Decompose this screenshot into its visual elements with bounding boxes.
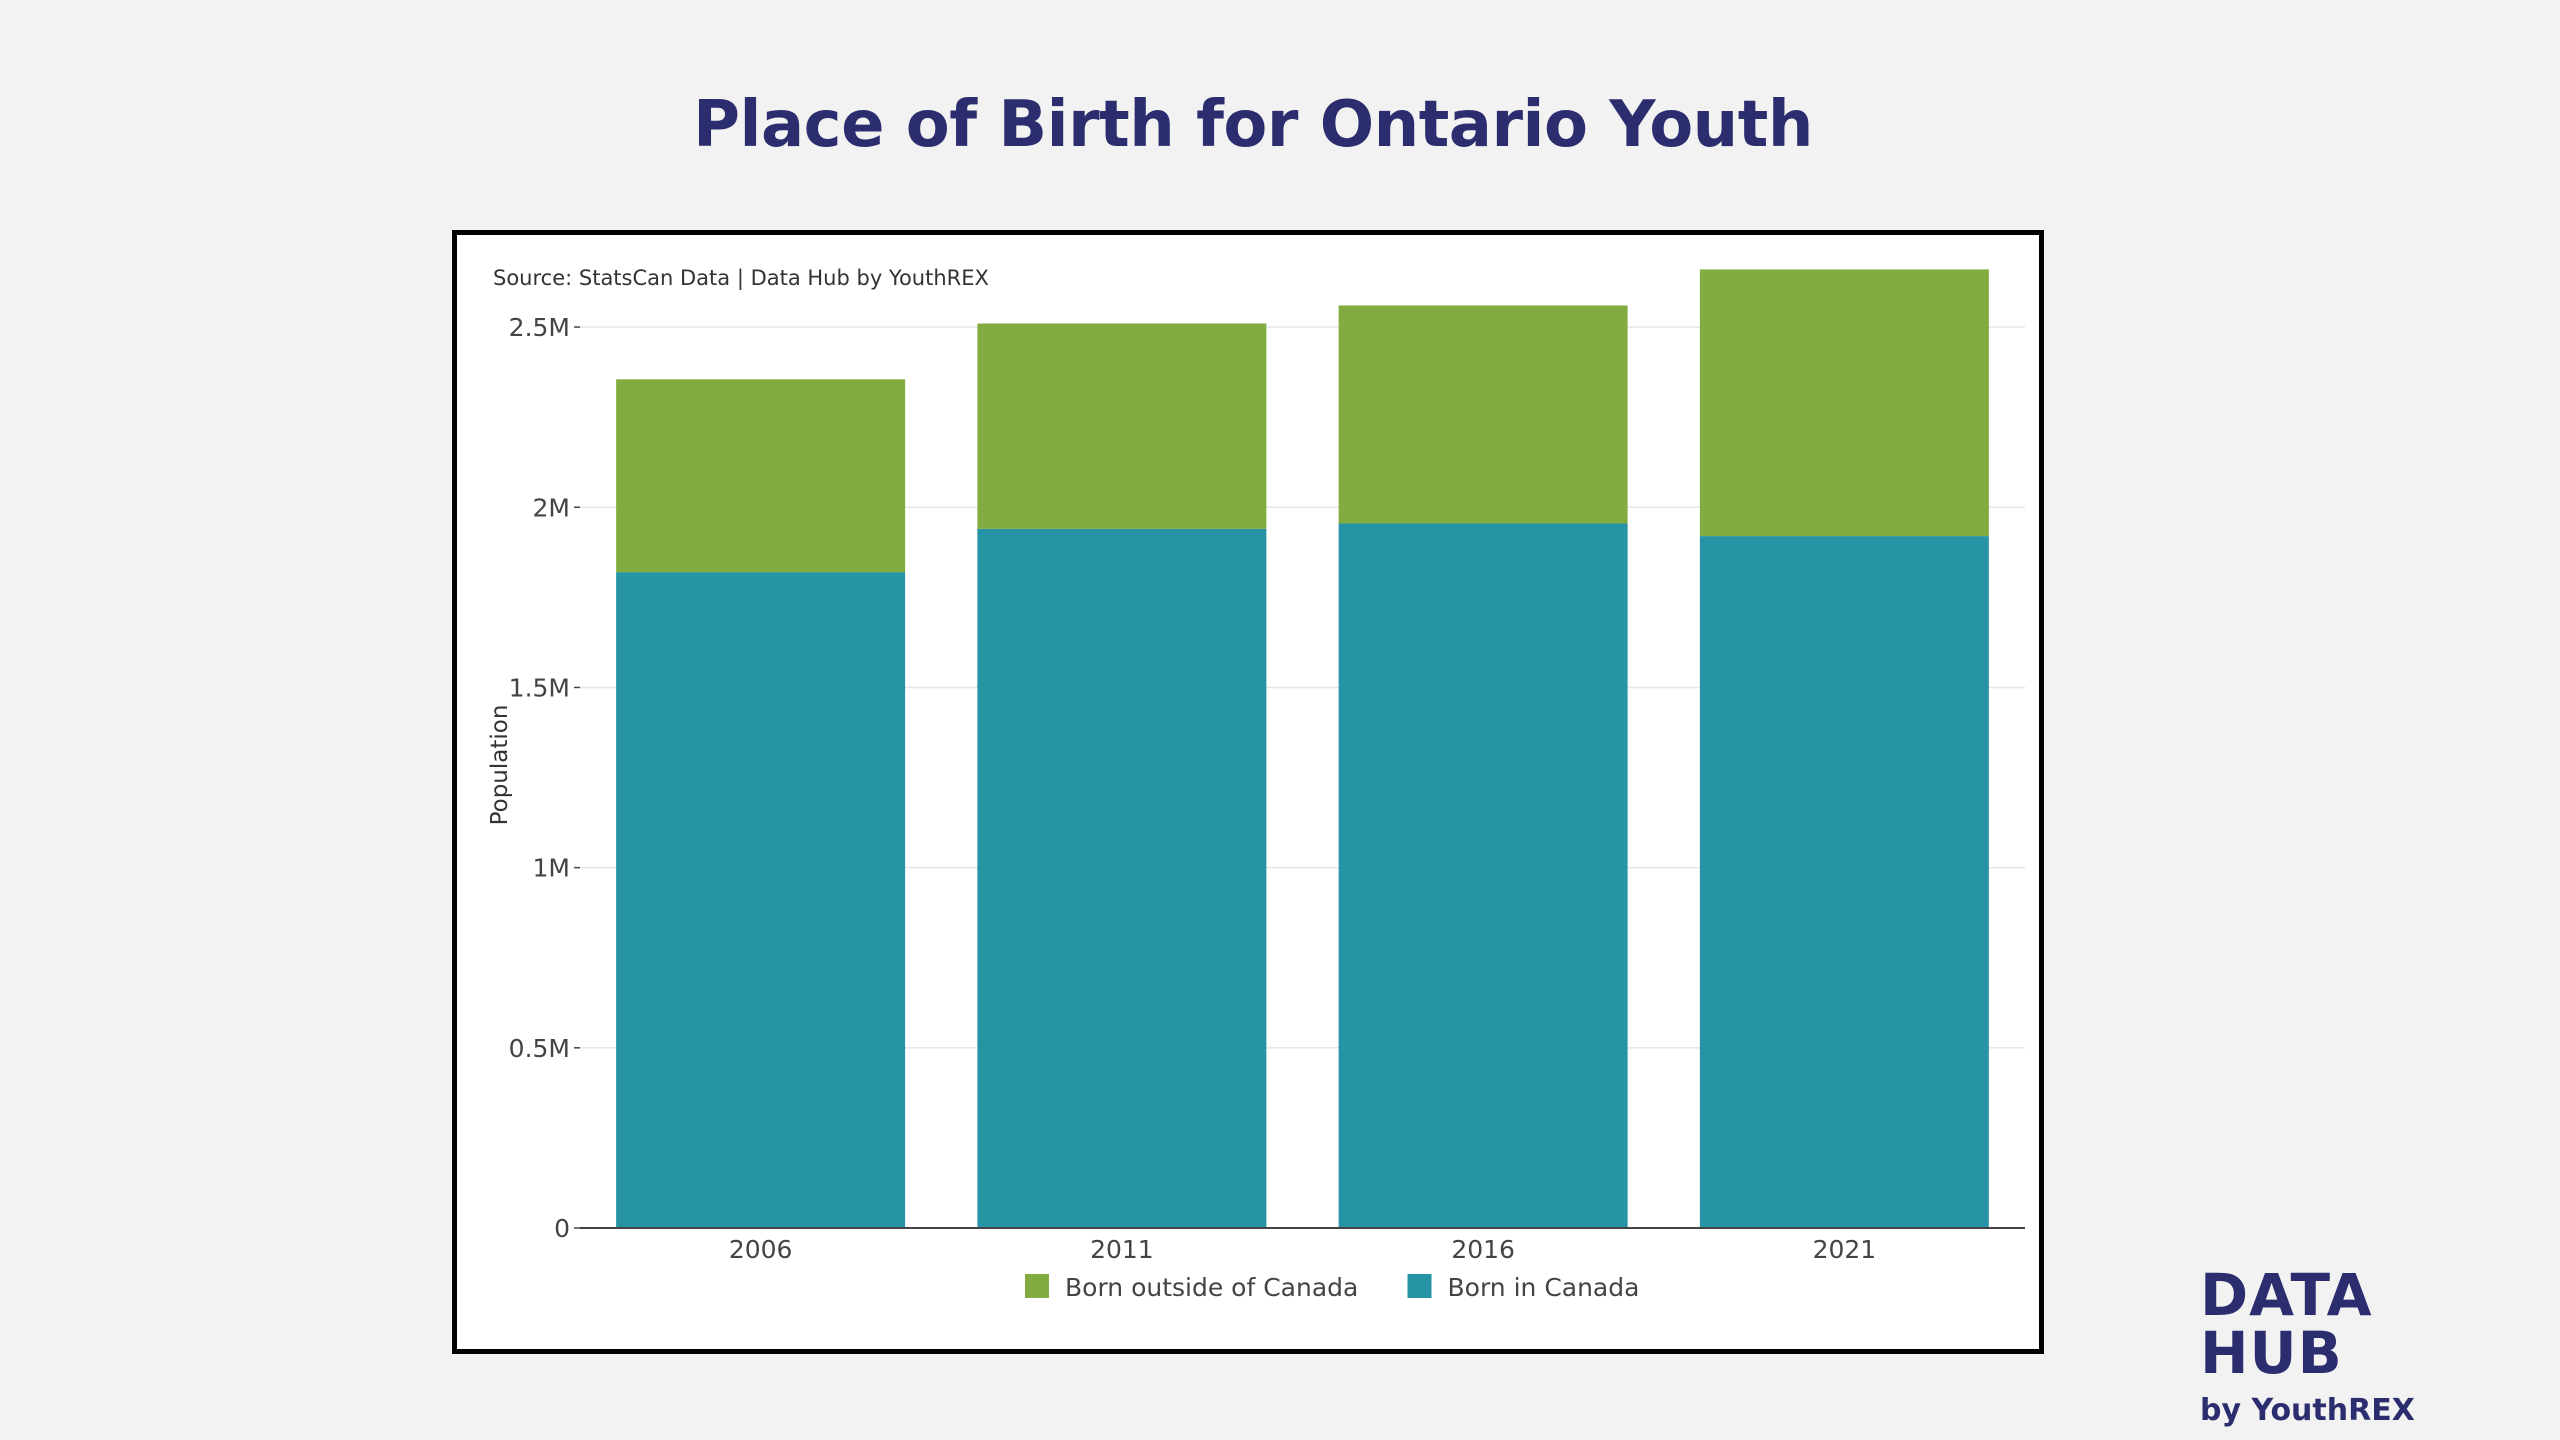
y-tick-label: 1.5M [509,673,570,702]
legend-swatch-born-outside-of-canada[interactable] [1025,1274,1049,1298]
bar-born-in-canada-2021 [1699,536,1989,1228]
y-axis-label: Population [487,705,513,826]
y-tick-label: 1M [533,854,570,883]
bar-born-in-canada-2006 [616,572,906,1228]
stacked-bar-chart: Source: StatsCan Data | Data Hub by Yout… [487,266,2025,1302]
x-tick-label: 2006 [729,1235,793,1264]
axes: 0 0.5M 1M 1.5M 2M 2.5M 2006 2011 2016 2021 [509,313,2025,1264]
bar-born-outside-of-canada-2021 [1699,269,1989,537]
bar-born-outside-of-canada-2016 [1338,305,1628,524]
legend-label-born-outside-of-canada[interactable]: Born outside of Canada [1065,1273,1358,1302]
bars [616,269,1989,1228]
legend-label-born-in-canada[interactable]: Born in Canada [1448,1273,1640,1302]
bar-born-in-canada-2016 [1338,523,1628,1228]
x-tick-label: 2016 [1451,1235,1515,1264]
bar-born-outside-of-canada-2011 [977,323,1267,529]
y-tick-label: 2M [533,493,570,522]
x-tick-label: 2021 [1813,1235,1877,1264]
y-tick-label: 2.5M [509,313,570,342]
bar-born-outside-of-canada-2006 [616,379,906,573]
y-tick-label: 0.5M [509,1034,570,1063]
brand-byline: by YouthREX [2200,1393,2415,1428]
legend: Born outside of Canada Born in Canada [1025,1273,1639,1302]
chart-source: Source: StatsCan Data | Data Hub by Yout… [493,266,989,291]
bar-born-in-canada-2011 [977,528,1267,1228]
legend-swatch-born-in-canada[interactable] [1407,1274,1432,1298]
brand-name: DATA HUB [2200,1261,2373,1387]
page-title: Place of Birth for Ontario Youth [693,88,1813,162]
chart-frame: Source: StatsCan Data | Data Hub by Yout… [452,230,2044,1354]
brand-logo: DATA HUB by YouthREX [2200,1266,2520,1426]
x-tick-label: 2011 [1090,1235,1154,1264]
y-tick-label: 0 [554,1214,570,1243]
